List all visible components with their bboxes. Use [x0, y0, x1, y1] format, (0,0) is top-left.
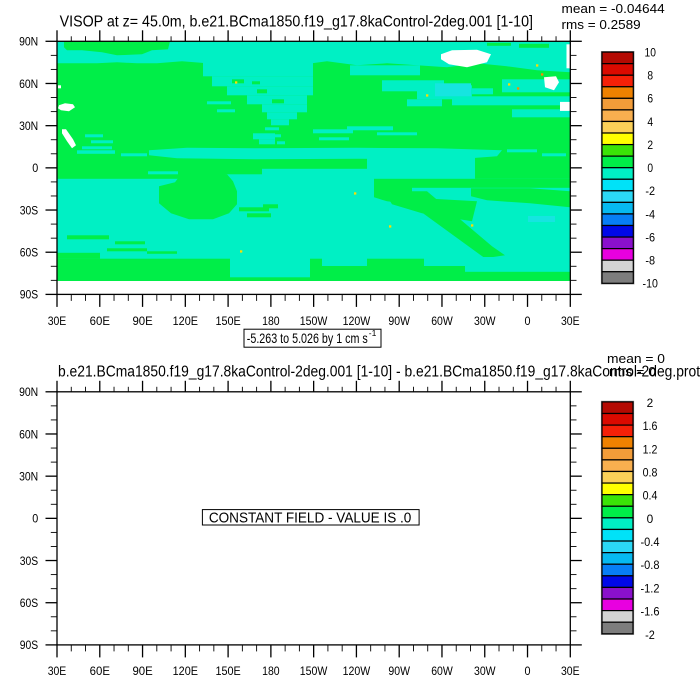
svg-text:CONSTANT FIELD - VALUE IS .0: CONSTANT FIELD - VALUE IS .0	[209, 510, 412, 527]
svg-text:0: 0	[32, 161, 38, 175]
svg-text:30N: 30N	[19, 119, 38, 133]
svg-text:90S: 90S	[20, 288, 38, 302]
svg-text:0: 0	[525, 664, 531, 678]
svg-text:60N: 60N	[19, 427, 38, 441]
svg-text:30E: 30E	[561, 664, 580, 678]
svg-text:150E: 150E	[215, 664, 240, 678]
svg-text:120E: 120E	[173, 314, 198, 328]
svg-text:-1.6: -1.6	[641, 607, 660, 619]
svg-text:1.2: 1.2	[643, 444, 658, 456]
svg-text:90E: 90E	[132, 664, 152, 678]
svg-text:-8: -8	[645, 256, 655, 268]
svg-text:60S: 60S	[20, 596, 38, 610]
svg-text:-10: -10	[643, 279, 658, 291]
svg-text:90W: 90W	[388, 314, 410, 328]
svg-text:60N: 60N	[19, 77, 38, 91]
svg-text:6: 6	[647, 94, 653, 106]
svg-text:-6: -6	[645, 233, 655, 245]
svg-text:150W: 150W	[300, 664, 328, 678]
svg-text:10: 10	[645, 48, 656, 60]
svg-text:VISOP at z= 45.0m, b.e21.BCma: VISOP at z= 45.0m, b.e21.BCma1850.f19_g1…	[60, 14, 533, 31]
svg-text:90W: 90W	[388, 664, 410, 678]
svg-text:30E: 30E	[48, 314, 67, 328]
svg-text:-0.8: -0.8	[641, 560, 660, 572]
svg-text:150W: 150W	[300, 314, 328, 328]
svg-text:-2: -2	[645, 630, 655, 642]
svg-text:mean = 0: mean = 0	[607, 351, 665, 366]
svg-text:-5.263 to 5.026 by 1 cm s: -5.263 to 5.026 by 1 cm s	[247, 331, 368, 346]
svg-text:180: 180	[262, 314, 280, 328]
svg-text:2: 2	[647, 398, 654, 410]
svg-text:mean = -0.04644: mean = -0.04644	[562, 1, 665, 16]
svg-text:60W: 60W	[431, 664, 453, 678]
svg-text:30S: 30S	[20, 203, 38, 217]
svg-text:180: 180	[262, 664, 280, 678]
svg-text:30W: 30W	[474, 314, 496, 328]
svg-text:30W: 30W	[474, 664, 496, 678]
svg-text:120W: 120W	[343, 314, 371, 328]
svg-text:90N: 90N	[19, 35, 38, 49]
svg-text:8: 8	[647, 71, 653, 83]
svg-text:0.4: 0.4	[643, 491, 658, 503]
svg-text:b.e21.BCma1850.f19_g17.8kaCont: b.e21.BCma1850.f19_g17.8kaControl-2deg.0…	[58, 363, 700, 380]
svg-text:60E: 60E	[90, 314, 110, 328]
svg-text:0: 0	[525, 314, 531, 328]
svg-text:0: 0	[32, 512, 38, 526]
svg-text:-1.2: -1.2	[641, 583, 660, 595]
svg-text:90N: 90N	[19, 385, 38, 399]
svg-text:30N: 30N	[19, 470, 38, 484]
svg-text:-4: -4	[645, 209, 655, 221]
svg-text:60S: 60S	[20, 246, 38, 260]
svg-text:-2: -2	[645, 186, 655, 198]
svg-text:90S: 90S	[20, 638, 38, 652]
svg-text:120E: 120E	[173, 664, 198, 678]
svg-text:30E: 30E	[561, 314, 580, 328]
svg-text:0: 0	[647, 514, 654, 526]
svg-text:0.8: 0.8	[643, 468, 658, 480]
svg-text:rms = 0: rms = 0	[609, 364, 656, 379]
svg-text:2: 2	[647, 140, 653, 152]
svg-text:rms = 0.2589: rms = 0.2589	[562, 17, 641, 32]
svg-text:-1: -1	[369, 328, 377, 338]
svg-text:60E: 60E	[90, 664, 110, 678]
svg-text:0: 0	[647, 163, 653, 175]
svg-text:60W: 60W	[431, 314, 453, 328]
svg-text:150E: 150E	[215, 314, 240, 328]
svg-text:30S: 30S	[20, 554, 38, 568]
svg-text:90E: 90E	[132, 314, 152, 328]
svg-text:-0.4: -0.4	[641, 537, 661, 549]
svg-text:4: 4	[647, 117, 653, 129]
svg-text:30E: 30E	[48, 664, 67, 678]
svg-text:1.6: 1.6	[643, 421, 658, 433]
svg-text:120W: 120W	[343, 664, 371, 678]
